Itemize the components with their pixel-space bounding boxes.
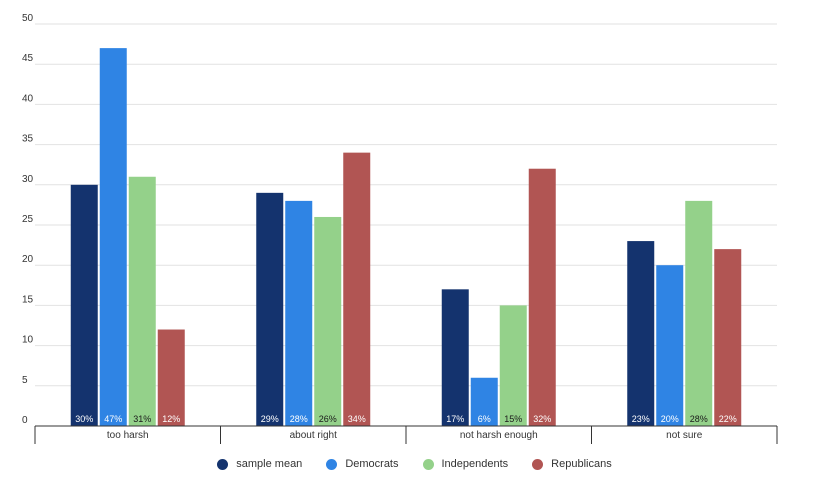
bar [470,377,498,426]
bar [441,289,469,426]
bars [70,48,742,427]
bar [656,265,684,426]
data-label: 28% [690,414,708,424]
bar [499,305,527,426]
data-label: 47% [104,414,122,424]
legend-marker-icon [532,458,544,470]
legend-item[interactable]: Independents [422,458,509,470]
y-tick-label: 10 [22,335,34,346]
data-label: 31% [133,414,151,424]
data-label: 34% [348,414,366,424]
bar [70,184,98,426]
y-tick-label: 15 [22,294,34,305]
bar [157,329,185,426]
legend: sample mean Democrats Independents Republic… [0,458,829,470]
legend-label: Republicans [551,458,612,470]
x-tick-label: not harsh enough [460,430,538,441]
y-tick-label: 0 [22,415,28,426]
data-label: 23% [632,414,650,424]
bar [128,176,156,426]
bar [714,249,742,426]
legend-item[interactable]: Democrats [326,458,399,470]
data-label: 12% [162,414,180,424]
x-tick-label: not sure [666,430,703,441]
bar [627,241,655,426]
y-tick-label: 30 [22,174,34,185]
legend-marker-icon [326,458,338,470]
data-label: 20% [661,414,679,424]
legend-label: Independents [441,458,509,470]
data-label: 22% [719,414,737,424]
x-tick-label: about right [290,430,337,441]
data-label: 28% [290,414,308,424]
bar [314,216,342,426]
y-tick-label: 35 [22,134,34,145]
y-axis-ticks: 0 5 10 15 20 25 30 35 40 45 50 [22,13,34,426]
legend-marker-icon [422,458,434,470]
legend-label: sample mean [236,458,303,470]
data-label: 15% [504,414,522,424]
bar [99,48,127,427]
bar [285,200,313,426]
bar [343,152,371,426]
legend-item[interactable]: Republicans [532,458,612,470]
y-tick-label: 50 [22,13,34,24]
data-label: 17% [446,414,464,424]
y-tick-label: 45 [22,53,34,64]
legend-marker-icon [217,458,229,470]
data-label: 6% [478,414,491,424]
bar [685,200,713,426]
y-tick-label: 40 [22,93,34,104]
legend-label: Democrats [345,458,399,470]
y-tick-label: 20 [22,254,34,265]
data-labels: 30% 47% 31% 12% 29% 28% 26% 34% 17% 6% 15% 32% 23% 20… [75,414,737,424]
y-tick-label: 25 [22,214,34,225]
y-tick-label: 5 [22,375,28,386]
data-label: 30% [75,414,93,424]
data-label: 29% [261,414,279,424]
x-tick-label: too harsh [107,430,149,441]
bar [256,192,284,426]
data-label: 32% [533,414,551,424]
x-axis: too harsh about right not harsh enough not … [34,425,778,444]
data-label: 26% [319,414,337,424]
legend-item[interactable]: sample mean [217,458,302,470]
bar [528,168,556,426]
